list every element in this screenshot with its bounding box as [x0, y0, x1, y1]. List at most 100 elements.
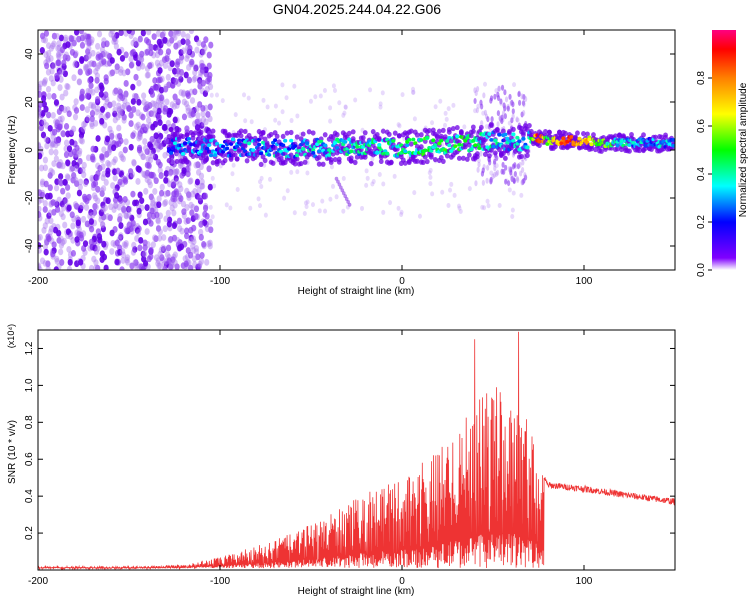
spectrogram-cell	[166, 110, 172, 118]
spectrogram-cell	[494, 163, 499, 169]
spectrogram-cell	[146, 255, 152, 263]
spectrogram-cell	[134, 227, 141, 234]
spectrogram-cell	[84, 106, 90, 113]
spectrogram-cell	[99, 117, 105, 125]
spectrogram-cell	[265, 104, 270, 110]
spectrogram-cell	[90, 102, 97, 109]
colorbar-label: Normalized spectral amplitude	[738, 82, 749, 217]
spectrogram-cell	[64, 184, 71, 191]
spectrogram-cell	[91, 255, 97, 263]
spectrogram-cell	[486, 116, 490, 123]
spectrogram-cell	[477, 161, 481, 168]
spectrogram-cell	[515, 175, 519, 182]
spectrogram-cell	[156, 262, 162, 270]
spectrogram-cell	[150, 196, 156, 204]
spectrogram-cell	[360, 135, 366, 141]
spectrogram-cell	[50, 199, 56, 206]
spectrogram-cell	[516, 163, 521, 170]
spectrogram-cell	[191, 238, 197, 246]
spectrogram-cell	[58, 248, 64, 256]
spectrogram-cell	[65, 228, 72, 236]
spectrogram-cell	[155, 217, 161, 225]
spectrogram-cell	[268, 176, 273, 182]
spectrogram-cell	[199, 252, 205, 259]
spectrogram-cell	[283, 138, 288, 143]
spectrogram-cell	[513, 162, 517, 169]
spectrogram-cell	[62, 70, 68, 78]
x-tick-label: 0	[399, 276, 405, 287]
spectrogram-cell	[181, 167, 187, 174]
spectrogram-cell	[39, 191, 46, 199]
spectrogram-cell	[136, 98, 142, 106]
spectrogram-cell	[116, 102, 122, 110]
spectrogram-cell	[38, 101, 43, 108]
spectrogram-cell	[287, 146, 292, 151]
spectrogram-cell	[615, 146, 620, 152]
spectrogram-cell	[78, 231, 84, 239]
spectrogram-cell	[72, 61, 78, 68]
spectrogram-cell	[38, 246, 43, 254]
spectrogram-cell	[48, 75, 54, 82]
spectrogram-cell	[104, 135, 111, 143]
spectrogram-cell	[128, 172, 134, 180]
spectrogram-cell	[172, 141, 178, 146]
spectrogram-cell	[109, 57, 115, 64]
spectrogram-cell	[66, 245, 72, 253]
snr-scale-label: (x10⁴)	[6, 324, 16, 348]
spectrogram-cell	[446, 203, 451, 209]
spectrogram-cell	[51, 62, 57, 70]
spectrogram-cell	[107, 101, 113, 109]
spectrogram-cell	[151, 110, 158, 118]
spectrogram-cell	[185, 107, 191, 115]
spectrogram-cell	[501, 110, 506, 117]
spectrogram-cell	[38, 234, 41, 242]
spectrogram-cell	[489, 177, 494, 184]
spectrogram-cell	[46, 42, 52, 50]
spectrogram-cell	[157, 67, 163, 74]
spectrogram-cell	[422, 154, 428, 160]
spectrogram-cell	[163, 176, 169, 184]
spectrogram-cell	[75, 219, 81, 227]
spectrogram-cell	[396, 122, 401, 128]
spectrogram-cell	[139, 50, 145, 58]
spectrogram-cell	[159, 183, 165, 191]
spectrogram-cell	[38, 142, 42, 150]
spectrogram-cell	[193, 63, 199, 71]
spectrogram-cell	[87, 244, 93, 252]
spectrogram-cell	[42, 206, 48, 213]
spectrogram-cell	[108, 203, 114, 211]
spectrogram-cell	[511, 190, 516, 196]
spectrogram-cell	[210, 214, 215, 220]
spectrogram-cell	[58, 104, 65, 112]
spectrogram-cell	[46, 235, 52, 243]
spectrogram-cell	[165, 73, 171, 81]
spectrogram-cell	[587, 137, 592, 142]
spectrogram-cell	[202, 192, 209, 200]
spectrogram-cell	[396, 133, 402, 139]
spectrogram-cell	[260, 154, 266, 160]
spectrogram-cell	[452, 192, 457, 198]
spectrogram-cell	[169, 153, 175, 160]
spectrogram-cell	[64, 82, 70, 90]
y-tick-label: 0.8	[24, 415, 35, 429]
spectrogram-cell	[146, 30, 152, 36]
spectrogram-cell	[229, 144, 234, 150]
spectrogram-cell	[120, 104, 126, 112]
spectrogram-cell	[69, 48, 76, 56]
spectrogram-cell	[205, 77, 211, 85]
spectrogram-cell	[38, 214, 43, 222]
spectrogram-cell	[48, 167, 54, 175]
figure-title: GN04.2025.244.04.22.G06	[273, 1, 441, 17]
spectrogram-cell	[88, 209, 94, 216]
spectrogram-cell	[177, 225, 183, 232]
spectrogram-cell	[350, 138, 356, 144]
spectrogram-cell	[192, 261, 198, 269]
spectrogram-cell	[78, 94, 85, 102]
spectrogram-cell	[63, 51, 69, 59]
spectrogram-cell	[130, 190, 136, 198]
spectrogram-cell	[561, 136, 566, 141]
spectrogram-cell	[145, 241, 151, 248]
spectrogram-cell	[130, 219, 136, 227]
spectrogram-cell	[81, 161, 87, 169]
spectrogram-cell	[80, 166, 86, 174]
